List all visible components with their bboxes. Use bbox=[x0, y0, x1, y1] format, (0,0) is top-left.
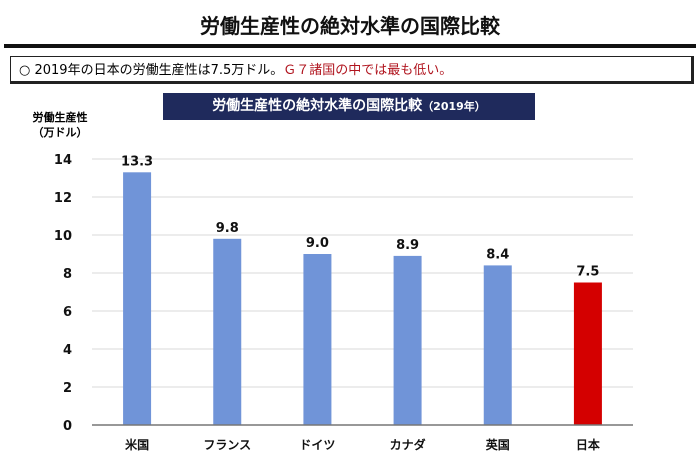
y-tick-label: 2 bbox=[63, 381, 72, 396]
y-tick-label: 14 bbox=[54, 153, 72, 168]
bar-3 bbox=[303, 254, 332, 425]
data-label: 13.3 bbox=[121, 154, 153, 169]
summary-box: ○ 2019年の日本の労働生産性は7.5万ドル。Ｇ７諸国の中では最も低い。 bbox=[10, 56, 694, 84]
bar-2 bbox=[213, 238, 242, 425]
data-label: 7.5 bbox=[576, 265, 599, 280]
y-axis-label: 労働生産性 （万ドル） bbox=[30, 110, 90, 140]
data-label: 9.0 bbox=[306, 236, 329, 251]
title-divider bbox=[4, 44, 696, 48]
y-tick-label: 4 bbox=[63, 343, 72, 358]
y-tick-label: 10 bbox=[54, 229, 72, 244]
x-tick-label: 英国 bbox=[486, 437, 510, 452]
chart-title: 労働生産性の絶対水準の国際比較 bbox=[212, 98, 423, 114]
bar-5 bbox=[483, 265, 512, 425]
x-tick-label: カナダ bbox=[390, 437, 426, 452]
y-tick-label: 12 bbox=[54, 191, 72, 206]
bar-6 bbox=[573, 282, 602, 425]
data-label: 9.8 bbox=[216, 221, 239, 236]
y-axis-label-line1: 労働生産性 bbox=[32, 111, 88, 124]
x-tick-label: ドイツ bbox=[299, 438, 335, 452]
x-tick-label: 米国 bbox=[125, 437, 149, 452]
y-tick-label: 0 bbox=[63, 419, 72, 434]
y-axis-label-line2: （万ドル） bbox=[32, 126, 88, 139]
data-label: 8.4 bbox=[486, 247, 509, 262]
y-tick-label: 8 bbox=[63, 267, 72, 282]
data-label: 8.9 bbox=[396, 238, 419, 253]
bar-4 bbox=[393, 255, 422, 425]
x-tick-label: 日本 bbox=[576, 437, 600, 452]
bullet-icon: ○ bbox=[19, 63, 31, 78]
chart-subtitle: （2019年） bbox=[422, 100, 486, 113]
bar-1 bbox=[123, 172, 152, 425]
y-tick-label: 6 bbox=[63, 305, 72, 320]
summary-highlight: Ｇ７諸国の中では最も低い。 bbox=[283, 63, 453, 78]
page-title: 労働生産性の絶対水準の国際比較 bbox=[200, 14, 500, 38]
summary-text: 2019年の日本の労働生産性は7.5万ドル。 bbox=[34, 63, 284, 78]
x-tick-label: フランス bbox=[203, 438, 251, 452]
chart-title-banner: 労働生産性の絶対水準の国際比較（2019年） bbox=[163, 93, 535, 120]
